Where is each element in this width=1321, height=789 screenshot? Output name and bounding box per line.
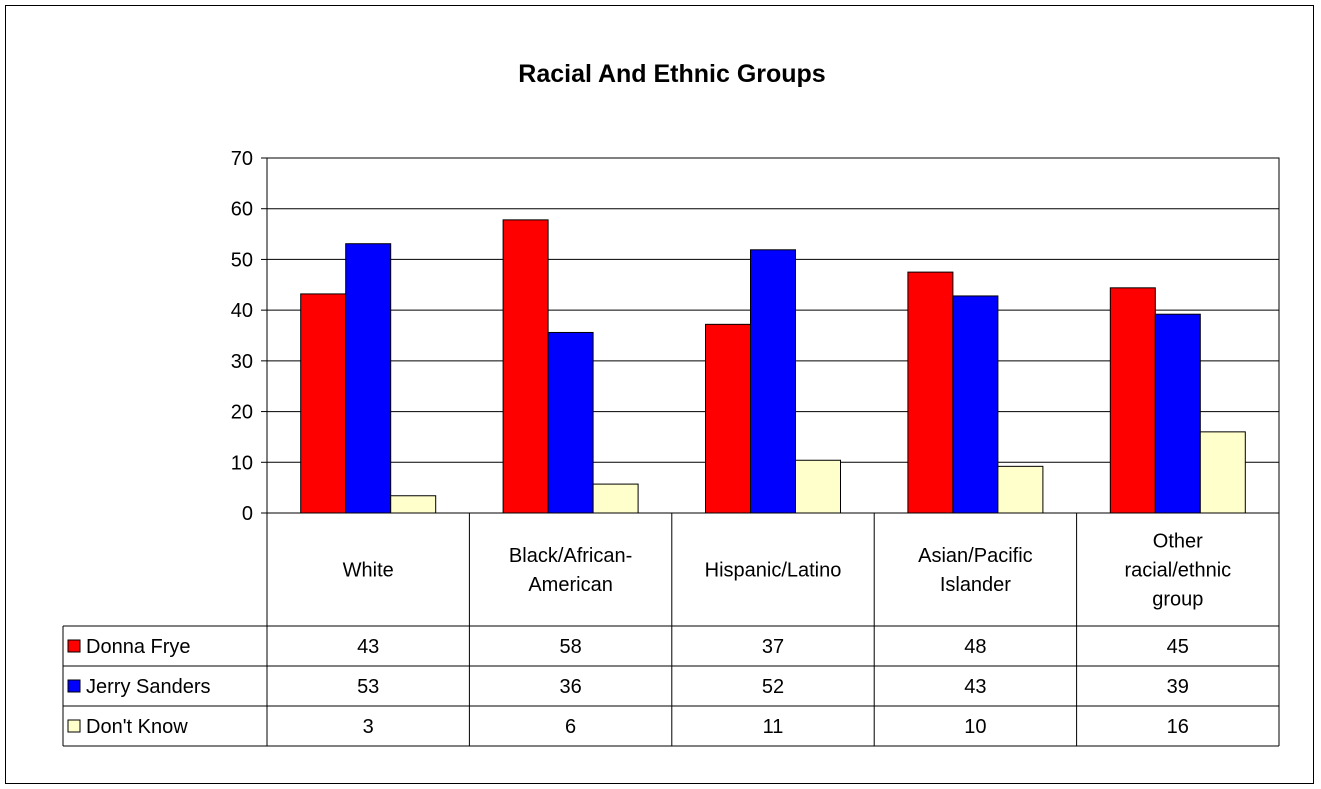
table-value: 58 [559, 636, 581, 658]
bar-donna-frye-white [300, 293, 347, 514]
table-value: 36 [559, 676, 581, 698]
category-label: Islander [940, 574, 1011, 596]
bar-donna-frye-hispanic-latino [705, 323, 751, 514]
bar-donna-frye-other-racial-ethnic-group [1109, 287, 1156, 514]
y-tick-label: 0 [242, 503, 253, 525]
category-label: American [528, 574, 612, 596]
table-value: 3 [363, 716, 374, 738]
bar-don-t-know-white [390, 495, 437, 514]
table-value: 45 [1167, 636, 1189, 658]
legend-key-jerry-sanders [67, 679, 81, 693]
table-value: 11 [763, 716, 784, 738]
y-tick-label: 70 [231, 148, 253, 170]
bar-donna-frye-black-african-american [502, 219, 549, 514]
y-axis-ticks: 0 10 20 30 40 50 60 70 [231, 148, 267, 525]
data-table: White Black/African- American Hispanic/Lati… [62, 512, 1280, 747]
table-value: 39 [1167, 676, 1189, 698]
bar-don-t-know-other-racial-ethnic-group [1199, 431, 1246, 514]
legend-key-don-t-know [67, 719, 81, 733]
chart-title: Racial And Ethnic Groups [518, 60, 825, 88]
y-tick-label: 30 [231, 351, 253, 373]
bar-don-t-know-hispanic-latino [795, 459, 841, 514]
chart-frame: Racial And Ethnic Groups 0 10 20 30 40 50 60 70… [5, 5, 1314, 784]
table-value: 37 [762, 636, 784, 658]
y-tick-label: 60 [231, 199, 253, 221]
bar-jerry-sanders-white [345, 243, 392, 514]
category-label: Hispanic/Latino [705, 560, 842, 582]
bar-donna-frye-asian-pacific-islander [907, 271, 954, 514]
bars [300, 219, 1246, 514]
y-tick-label: 10 [231, 452, 253, 474]
bar-don-t-know-asian-pacific-islander [997, 465, 1044, 514]
bar-jerry-sanders-hispanic-latino [750, 249, 796, 514]
y-tick-label: 40 [231, 300, 253, 322]
bar-jerry-sanders-black-african-american [547, 331, 594, 514]
legend-label-donna-frye: Donna Frye [86, 636, 191, 658]
category-label: racial/ethnic [1124, 560, 1231, 582]
bar-jerry-sanders-asian-pacific-islander [952, 295, 999, 514]
legend-label-don-t-know: Don't Know [86, 716, 188, 738]
chart-svg: Racial And Ethnic Groups 0 10 20 30 40 50 60 70… [62, 60, 1280, 747]
category-label: Other [1153, 531, 1203, 553]
table-value: 43 [964, 676, 986, 698]
table-value: 48 [964, 636, 986, 658]
y-tick-label: 50 [231, 249, 253, 271]
table-value: 16 [1167, 716, 1189, 738]
category-label: Asian/Pacific [918, 545, 1033, 567]
category-label: Black/African- [509, 545, 632, 567]
legend-label-jerry-sanders: Jerry Sanders [86, 676, 211, 698]
category-label: White [343, 560, 394, 582]
bar-don-t-know-black-african-american [592, 483, 639, 514]
table-value: 10 [964, 716, 986, 738]
bar-jerry-sanders-other-racial-ethnic-group [1154, 313, 1201, 514]
table-value: 52 [762, 676, 784, 698]
table-value: 6 [565, 716, 576, 738]
category-label: group [1152, 589, 1203, 611]
legend-key-donna-frye [67, 639, 81, 653]
table-value: 43 [357, 636, 379, 658]
y-tick-label: 20 [231, 402, 253, 424]
table-value: 53 [357, 676, 379, 698]
